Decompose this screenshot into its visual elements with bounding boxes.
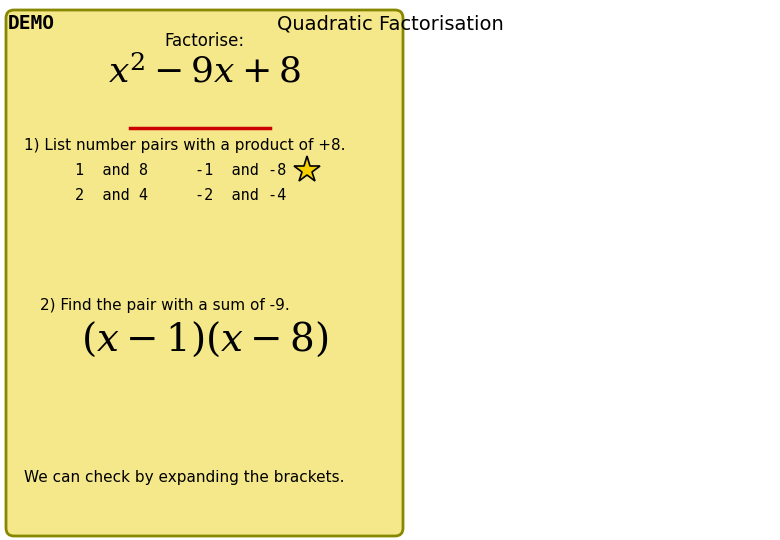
Text: Factorise:: Factorise:: [165, 32, 245, 50]
Text: Quadratic Factorisation: Quadratic Factorisation: [277, 14, 503, 33]
Text: 1) List number pairs with a product of +8.: 1) List number pairs with a product of +…: [24, 138, 346, 153]
Text: We can check by expanding the brackets.: We can check by expanding the brackets.: [24, 470, 345, 485]
Text: 1  and 8: 1 and 8: [75, 163, 148, 178]
Text: -2  and -4: -2 and -4: [195, 188, 286, 203]
Text: $x^2 - 9x + 8$: $x^2 - 9x + 8$: [108, 55, 301, 90]
Text: -1  and -8: -1 and -8: [195, 163, 286, 178]
Text: DEMO: DEMO: [8, 14, 55, 33]
Text: 2) Find the pair with a sum of -9.: 2) Find the pair with a sum of -9.: [40, 298, 289, 313]
FancyBboxPatch shape: [6, 10, 403, 536]
Text: 2  and 4: 2 and 4: [75, 188, 148, 203]
Text: $(  x  -  1  )  (  x  -  8  )$: $( x - 1 ) ( x - 8 )$: [80, 320, 328, 359]
